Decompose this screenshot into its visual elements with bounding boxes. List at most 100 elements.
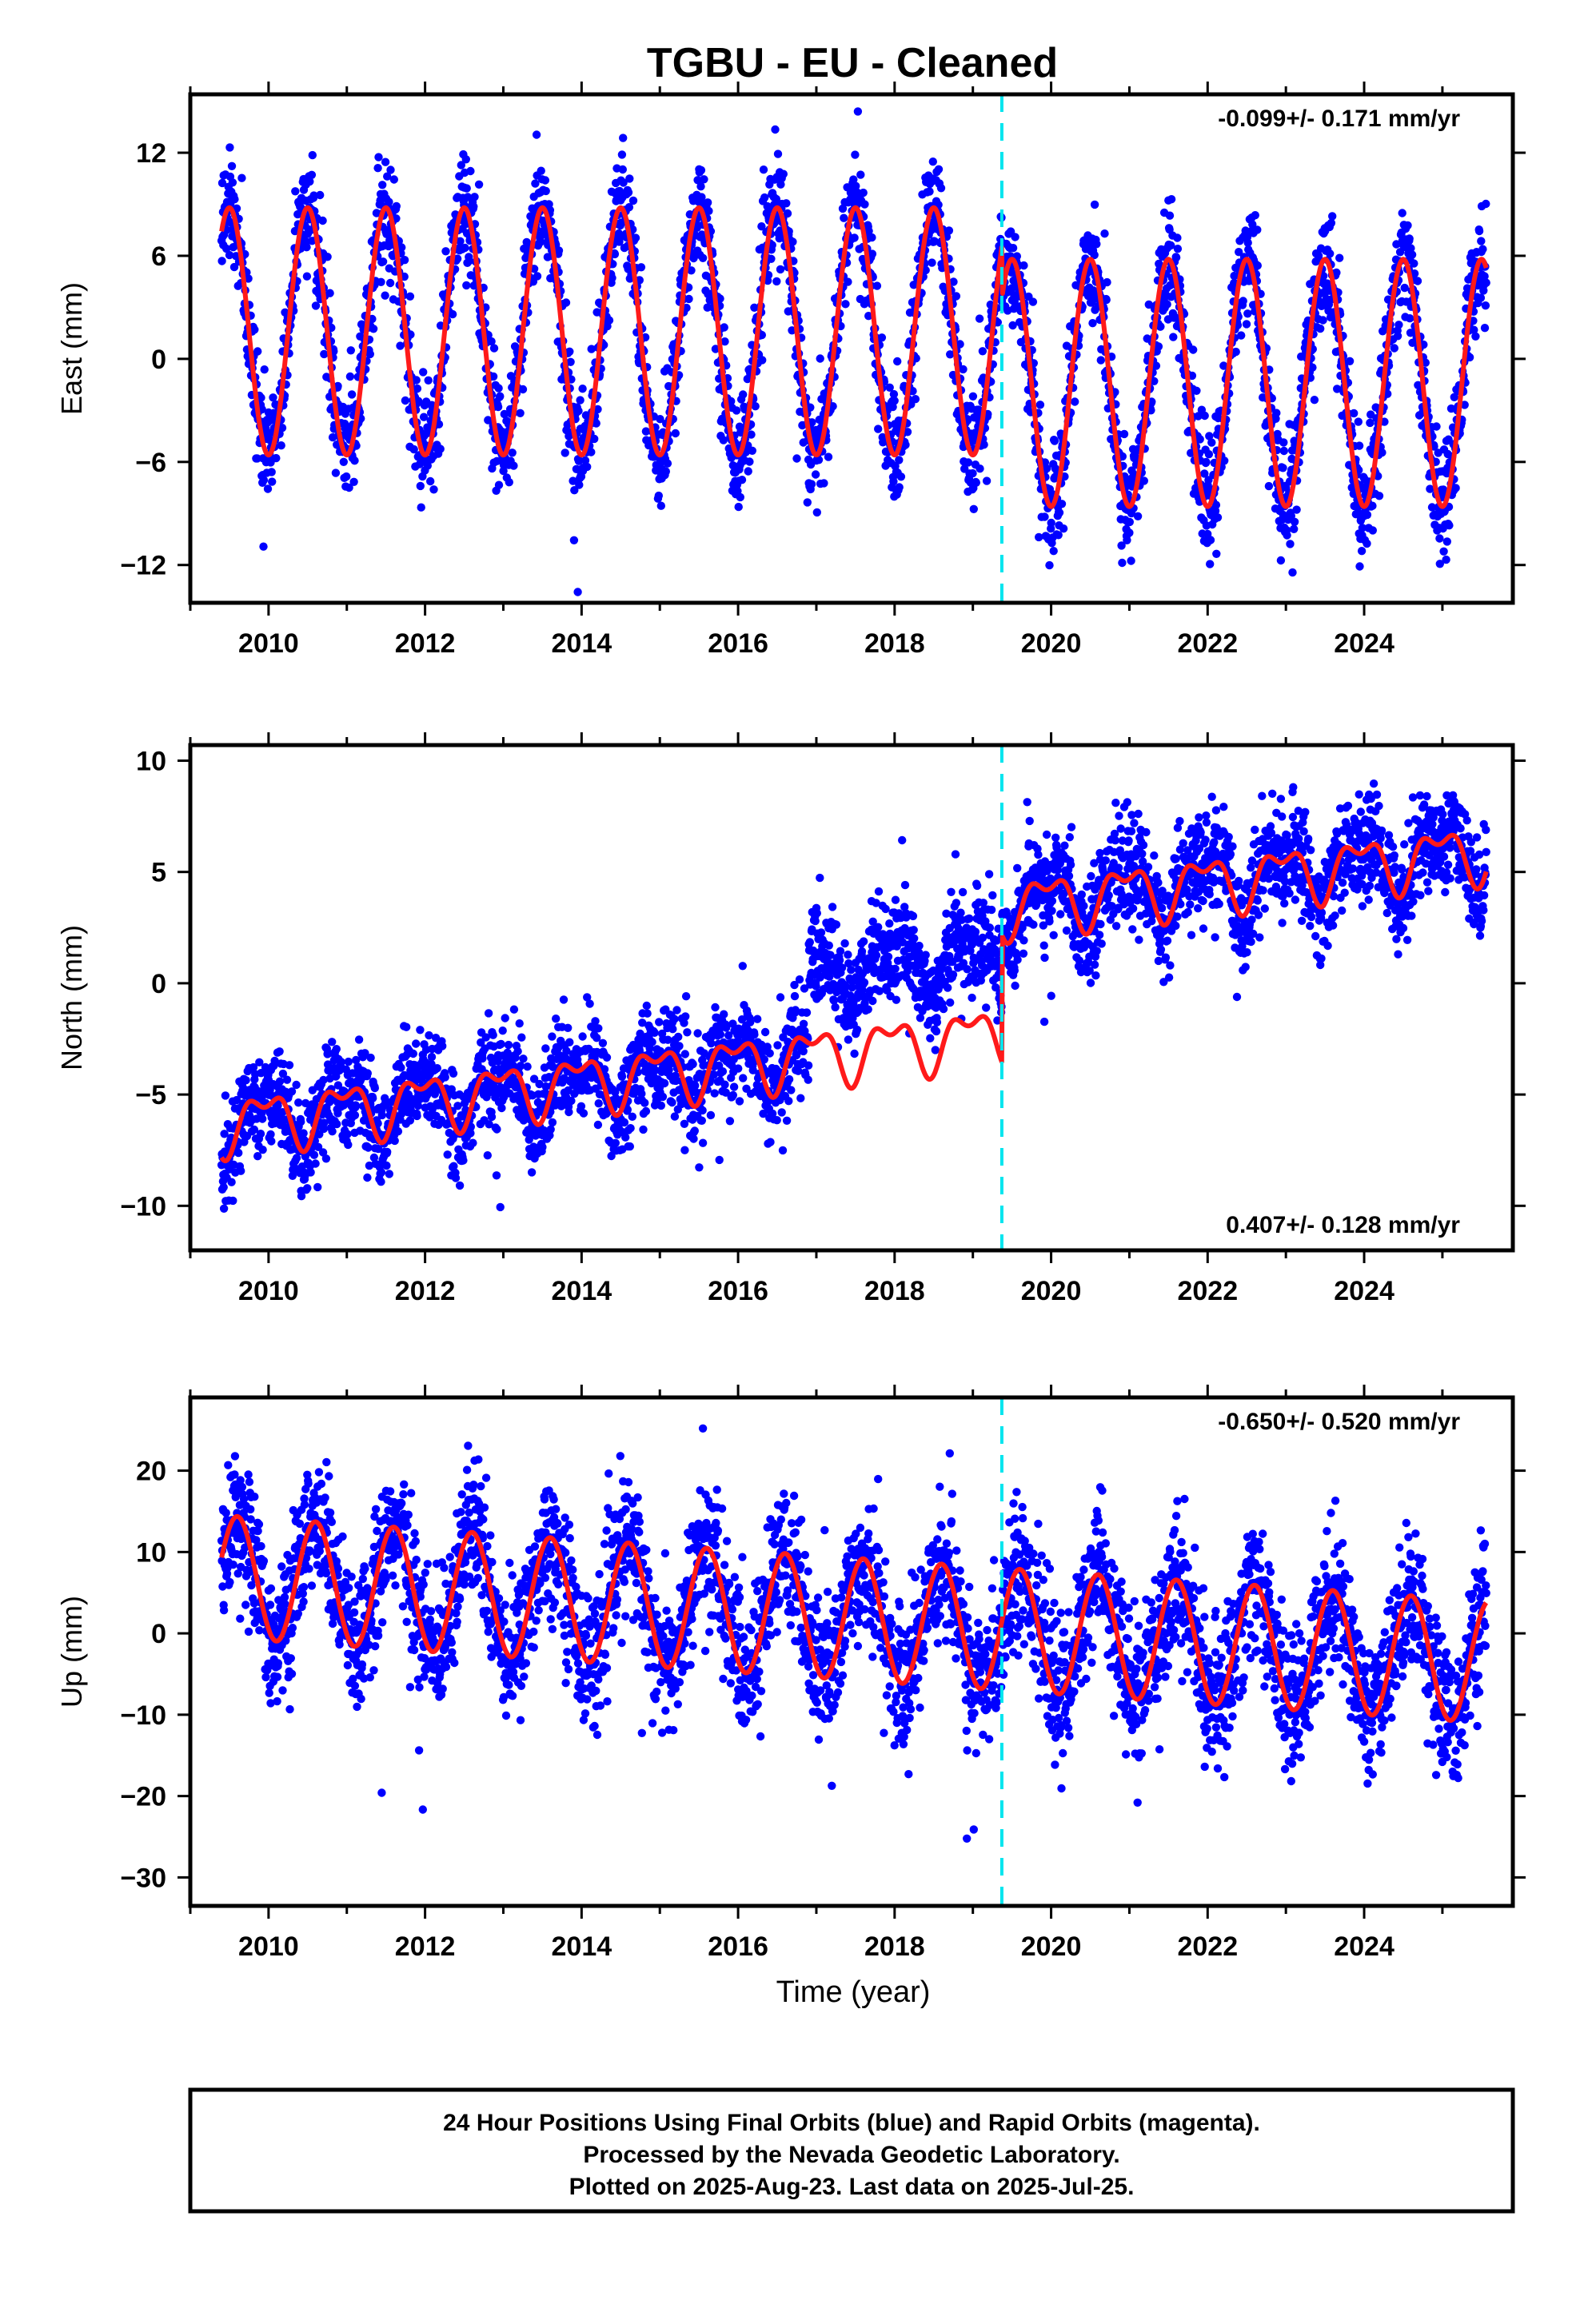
data-point bbox=[1243, 309, 1251, 317]
data-point bbox=[268, 477, 276, 485]
data-point bbox=[523, 1062, 531, 1070]
data-point bbox=[632, 233, 640, 241]
data-point bbox=[485, 1009, 493, 1017]
data-point bbox=[1280, 447, 1288, 455]
data-point bbox=[406, 293, 414, 301]
data-point bbox=[333, 1045, 341, 1053]
data-point bbox=[1481, 324, 1489, 332]
data-point bbox=[1050, 547, 1058, 555]
data-point bbox=[272, 454, 280, 462]
data-point bbox=[576, 396, 584, 404]
data-point bbox=[497, 1104, 505, 1112]
data-point bbox=[564, 1024, 572, 1032]
data-point bbox=[1410, 259, 1418, 267]
data-point bbox=[637, 263, 645, 271]
data-point bbox=[308, 171, 316, 179]
data-point bbox=[366, 350, 374, 358]
data-point bbox=[332, 468, 340, 476]
data-point bbox=[1011, 233, 1019, 241]
data-point bbox=[302, 243, 310, 251]
data-point bbox=[896, 483, 904, 491]
data-point bbox=[1279, 438, 1287, 446]
data-point bbox=[397, 1063, 405, 1071]
data-point bbox=[704, 198, 712, 206]
data-point bbox=[1403, 221, 1411, 229]
data-point bbox=[840, 214, 848, 222]
data-point bbox=[230, 195, 238, 203]
data-point bbox=[1201, 412, 1209, 420]
data-point bbox=[260, 476, 268, 484]
data-point bbox=[391, 1137, 399, 1145]
data-point bbox=[736, 493, 744, 501]
data-point bbox=[542, 187, 550, 195]
data-point bbox=[1167, 195, 1175, 203]
data-point bbox=[1286, 540, 1294, 548]
data-point bbox=[772, 277, 780, 285]
data-point bbox=[1120, 430, 1128, 438]
data-point bbox=[664, 460, 672, 468]
data-point bbox=[310, 1151, 318, 1159]
data-point bbox=[496, 393, 504, 401]
data-point bbox=[541, 1044, 549, 1052]
data-point bbox=[549, 1118, 557, 1126]
data-point bbox=[1435, 534, 1443, 542]
data-point bbox=[771, 126, 779, 134]
data-point bbox=[509, 461, 517, 469]
data-point bbox=[510, 1006, 518, 1014]
data-point bbox=[426, 477, 434, 485]
data-point bbox=[390, 175, 398, 183]
data-point bbox=[860, 189, 868, 197]
x-tick-label: 2014 bbox=[552, 628, 612, 659]
y-axis-label: East (mm) bbox=[55, 282, 88, 415]
data-point bbox=[1071, 397, 1079, 405]
data-point bbox=[878, 333, 886, 341]
data-point bbox=[1482, 279, 1490, 287]
data-point bbox=[672, 429, 680, 437]
data-point bbox=[1045, 561, 1053, 569]
data-point bbox=[578, 385, 586, 393]
data-point bbox=[585, 999, 593, 1007]
data-point bbox=[1123, 536, 1131, 544]
data-point bbox=[1394, 332, 1402, 340]
data-point bbox=[1319, 316, 1327, 324]
data-point bbox=[928, 258, 936, 266]
data-point bbox=[1346, 357, 1354, 365]
data-point bbox=[309, 151, 317, 159]
data-point bbox=[416, 1026, 424, 1034]
data-point bbox=[1051, 436, 1059, 444]
data-point bbox=[969, 393, 977, 401]
data-point bbox=[303, 273, 311, 281]
data-point bbox=[1445, 521, 1453, 529]
data-point bbox=[378, 1111, 386, 1119]
data-point bbox=[1169, 333, 1177, 341]
data-point bbox=[1040, 512, 1048, 520]
data-point bbox=[371, 1084, 379, 1092]
data-point bbox=[1272, 409, 1280, 417]
data-point bbox=[505, 478, 513, 486]
data-point bbox=[595, 1099, 603, 1107]
data-point bbox=[562, 298, 570, 306]
data-point bbox=[228, 162, 236, 170]
data-point bbox=[1134, 512, 1142, 520]
data-point bbox=[306, 1168, 314, 1176]
data-point bbox=[578, 1032, 586, 1040]
x-tick-label: 2022 bbox=[1177, 628, 1238, 659]
data-point bbox=[844, 277, 852, 285]
data-point bbox=[401, 397, 409, 405]
data-point bbox=[258, 1114, 266, 1122]
data-point bbox=[259, 543, 267, 551]
data-point bbox=[505, 1041, 513, 1049]
x-tick-label: 2010 bbox=[238, 628, 299, 659]
data-point bbox=[382, 1162, 390, 1170]
data-point bbox=[1214, 513, 1222, 521]
data-point bbox=[1451, 484, 1459, 492]
data-point bbox=[227, 1178, 235, 1186]
data-point bbox=[438, 1042, 446, 1050]
data-point bbox=[533, 272, 541, 280]
data-point bbox=[1378, 448, 1386, 456]
data-point bbox=[1174, 245, 1182, 253]
data-point bbox=[1443, 537, 1451, 545]
data-point bbox=[752, 402, 760, 410]
data-point bbox=[1166, 212, 1174, 220]
data-point bbox=[780, 170, 788, 178]
